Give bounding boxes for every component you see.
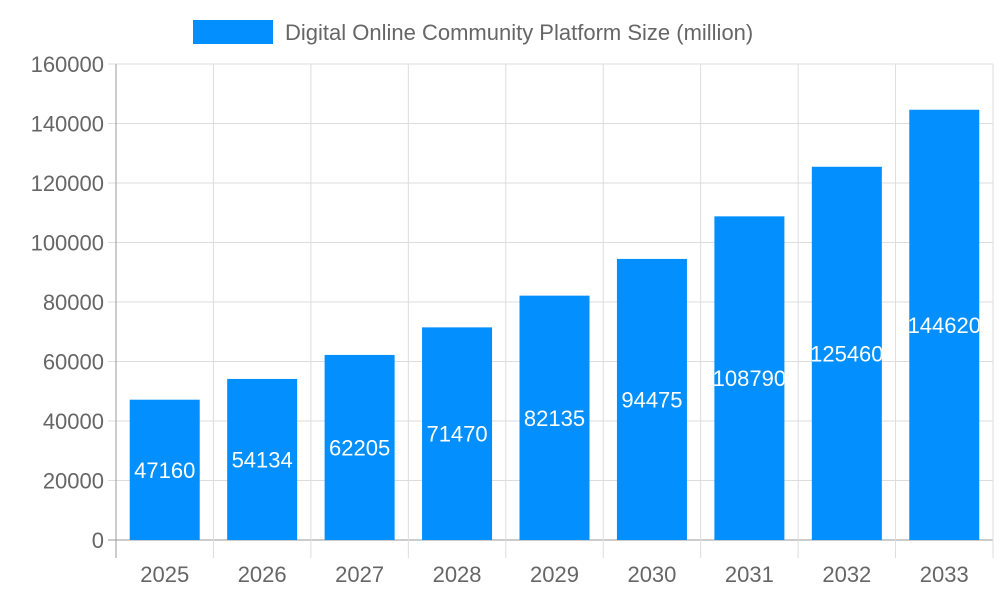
bar-data-label: 54134 [232,447,293,472]
legend: Digital Online Community Platform Size (… [193,20,753,45]
x-tick-label: 2025 [140,562,189,587]
bar [324,354,395,540]
x-tick-label: 2033 [920,562,969,587]
bar-data-label: 144620 [908,313,981,338]
legend-swatch [193,20,273,44]
bar-data-label: 47160 [134,458,195,483]
y-tick-label: 160000 [31,52,104,77]
bar-data-label: 108790 [713,366,786,391]
y-tick-label: 140000 [31,112,104,137]
bar [714,216,785,541]
bar [422,327,493,540]
x-tick-label: 2031 [725,562,774,587]
y-tick-label: 60000 [43,350,104,375]
bar-data-label: 125460 [810,341,883,366]
bar-data-label: 82135 [524,406,585,431]
x-tick-label: 2027 [335,562,384,587]
bar-data-label: 94475 [621,387,682,412]
x-tick-label: 2030 [627,562,676,587]
bar-data-label: 62205 [329,435,390,460]
y-tick-label: 80000 [43,290,104,315]
x-tick-label: 2029 [530,562,579,587]
y-tick-label: 0 [92,528,104,553]
x-tick-label: 2028 [433,562,482,587]
bar [227,378,298,540]
bar [129,399,200,540]
y-tick-label: 40000 [43,409,104,434]
x-tick-label: 2026 [238,562,287,587]
bar [519,295,590,540]
bar-data-label: 71470 [426,422,487,447]
bar [616,258,687,540]
bar [909,109,980,541]
y-tick-label: 20000 [43,469,104,494]
legend-label: Digital Online Community Platform Size (… [285,20,753,45]
y-tick-label: 100000 [31,231,104,256]
x-tick-label: 2032 [822,562,871,587]
y-tick-label: 120000 [31,171,104,196]
bar [811,166,882,540]
